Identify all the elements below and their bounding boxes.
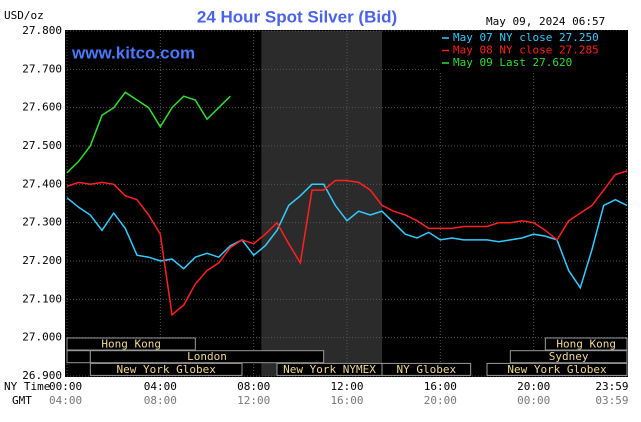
session-bar [544,337,628,351]
x-tick-label: 20:00 [517,380,550,393]
x-tick-label-gmt: 00:00 [517,394,550,407]
session-bar [89,350,325,364]
x-axis-label: NY Time [4,380,50,393]
x-tick-label: 16:00 [424,380,457,393]
y-tick-label: 27.300 [22,216,62,229]
x-tick-label-gmt: 03:59 [595,394,628,407]
session-label: London [187,350,227,363]
x-tick-label-gmt: 04:00 [49,394,82,407]
session-bar [486,362,628,376]
x-tick-label-gmt: 12:00 [237,394,270,407]
x-tick-label-gmt: 08:00 [144,394,177,407]
y-axis-label: USD/oz [4,9,44,22]
session-label: Hong Kong [556,338,616,351]
y-tick-label: 26.900 [22,369,62,382]
y-tick-label: 27.100 [22,292,62,305]
x-tick-label: 12:00 [330,380,363,393]
x-tick-label: 23:59 [595,380,628,393]
x-tick-label: 04:00 [144,380,177,393]
x-tick-label-gmt: 20:00 [424,394,457,407]
y-tick-label: 27.600 [22,101,62,114]
session-bar [66,350,91,364]
y-tick-label: 27.800 [22,24,62,37]
series-line [66,170,628,317]
session-bar [509,350,628,364]
x-tick-label-gmt: 16:00 [330,394,363,407]
series-line [66,91,231,174]
session-bar [381,362,472,376]
session-label: New York Globex [116,363,216,376]
x-axis-label: GMT [12,394,32,407]
series-line [66,183,628,290]
legend-entry: May 08 NY close 27.285 [453,44,599,57]
y-tick-label: 27.700 [22,62,62,75]
session-bar [66,337,196,351]
session-label: New York NYMEX [283,363,376,376]
chart-title: 24 Hour Spot Silver (Bid) [197,7,397,26]
session-label: Hong Kong [101,338,161,351]
watermark: www.kitco.com [71,43,195,62]
legend-entry: May 07 NY close 27.250 [453,31,599,44]
session-label: Sydney [549,350,589,363]
y-tick-label: 27.000 [22,331,62,344]
session-bar [89,362,243,376]
y-tick-label: 27.400 [22,177,62,190]
x-tick-label: 08:00 [237,380,270,393]
legend-entry: May 09 Last 27.620 [453,56,572,69]
shaded-region [261,31,382,376]
session-label: New York Globex [507,363,607,376]
legend-box [438,31,627,71]
y-tick-label: 27.200 [22,254,62,267]
x-tick-label: 00:00 [49,380,82,393]
timestamp: May 09, 2024 06:57 [486,15,605,28]
session-label: NY Globex [397,363,457,376]
y-tick-label: 27.500 [22,139,62,152]
